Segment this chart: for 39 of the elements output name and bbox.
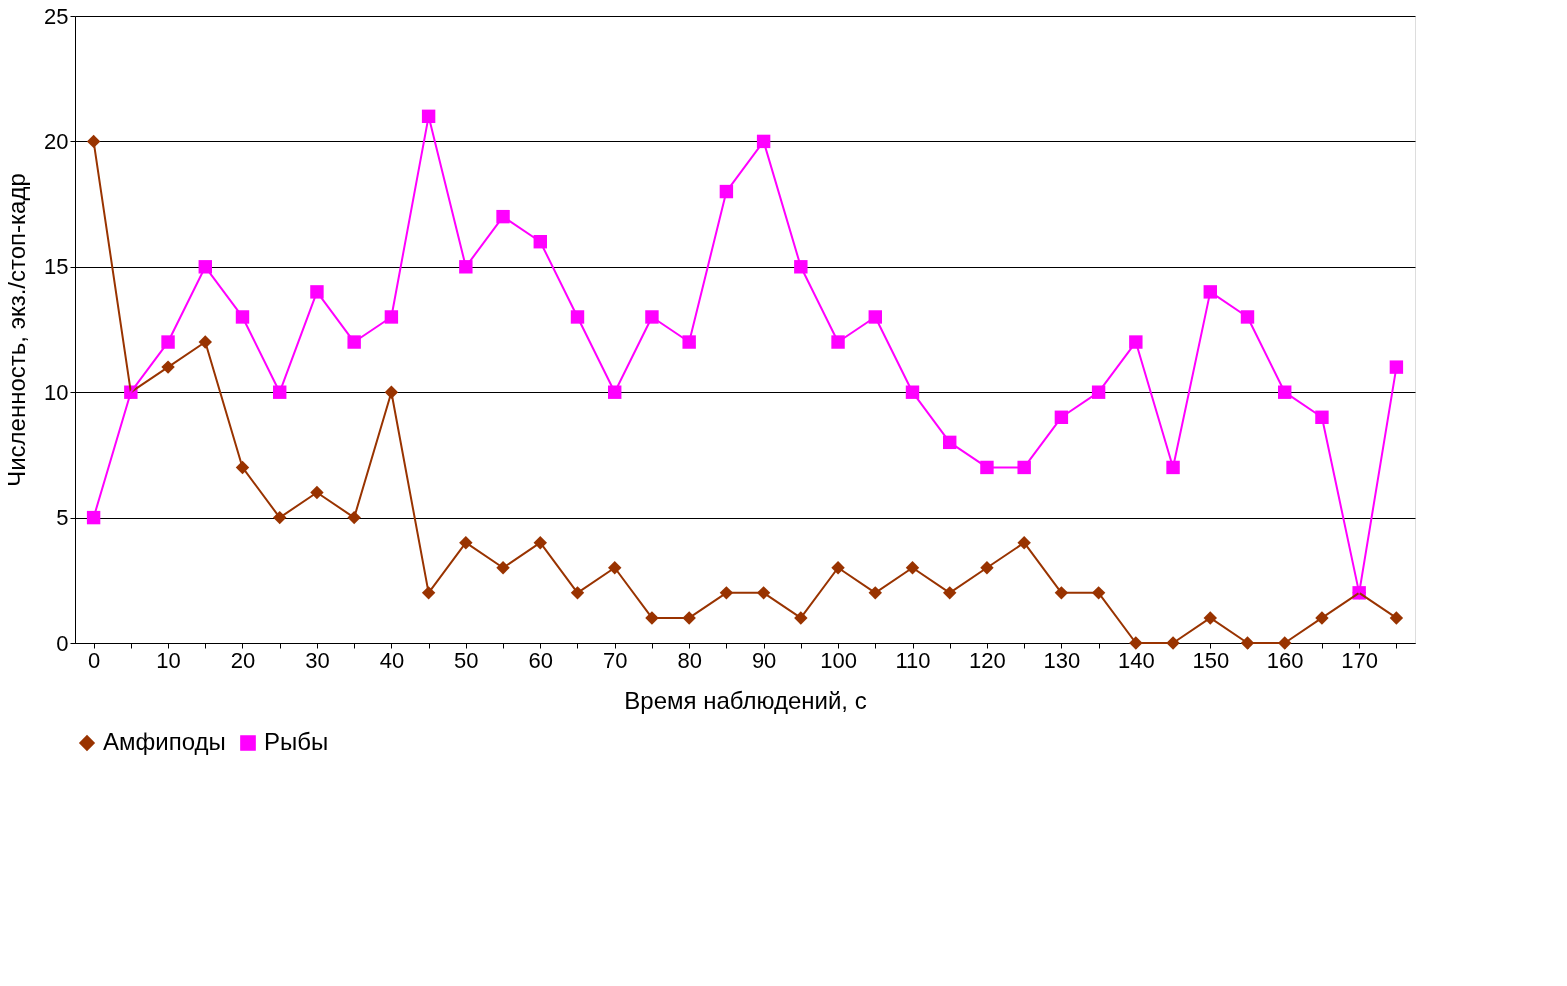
point bbox=[459, 260, 473, 274]
legend-label: Рыбы bbox=[264, 728, 329, 755]
point bbox=[794, 260, 808, 274]
point bbox=[161, 335, 175, 349]
y-tick-label: 5 bbox=[56, 505, 69, 531]
point bbox=[1389, 360, 1404, 374]
point bbox=[1389, 611, 1404, 625]
x-tick-label: 170 bbox=[1341, 647, 1379, 673]
point bbox=[682, 335, 696, 349]
x-tick-label: 90 bbox=[751, 647, 777, 673]
point bbox=[831, 335, 845, 349]
y-axis-title: Численность, экз./стоп-кадр bbox=[3, 173, 31, 487]
x-tick-label: 110 bbox=[895, 647, 931, 673]
legend-label: Амфиподы bbox=[103, 728, 226, 755]
point bbox=[645, 310, 659, 324]
point bbox=[347, 335, 361, 349]
x-tick-label: 60 bbox=[528, 647, 554, 673]
x-tick-label: 10 bbox=[156, 647, 181, 673]
x-tick-label: 160 bbox=[1266, 647, 1304, 673]
x-tick-label: 130 bbox=[1043, 647, 1081, 673]
point bbox=[310, 285, 324, 299]
x-tick-label: 50 bbox=[454, 647, 479, 673]
y-tick-label: 25 bbox=[44, 3, 69, 29]
point bbox=[1129, 335, 1143, 349]
y-tick-label: 15 bbox=[44, 254, 69, 280]
y-tick-label: 20 bbox=[44, 128, 69, 154]
x-tick-label: 20 bbox=[230, 647, 256, 673]
x-tick-label: 80 bbox=[677, 647, 702, 673]
y-tick-label: 0 bbox=[56, 630, 69, 656]
x-tick-label: 0 bbox=[87, 647, 101, 673]
y-tick-label: 10 bbox=[44, 379, 69, 405]
x-tick-label: 30 bbox=[305, 647, 330, 673]
x-axis-title: Время наблюдений, с bbox=[624, 686, 867, 714]
x-tick-label: 150 bbox=[1192, 647, 1230, 673]
x-tick-label: 40 bbox=[379, 647, 405, 673]
x-tick-label: 100 bbox=[820, 647, 857, 673]
x-tick-label: 120 bbox=[969, 647, 1006, 673]
x-tick-label: 140 bbox=[1117, 647, 1155, 673]
x-tick-label: 70 bbox=[602, 647, 628, 673]
